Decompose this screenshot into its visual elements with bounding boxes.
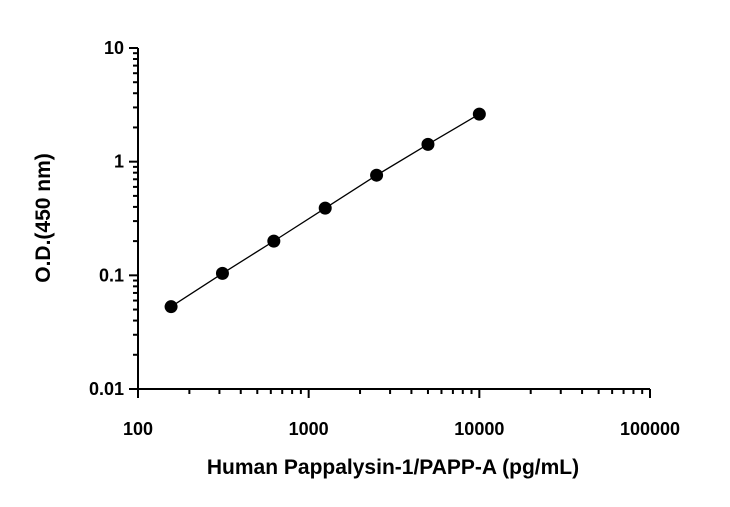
data-point <box>215 266 229 280</box>
data-point <box>164 300 178 314</box>
y-tick-label: 0.1 <box>99 265 124 285</box>
y-tick-label: 1 <box>114 152 124 172</box>
x-tick-label: 1000 <box>289 419 329 439</box>
x-tick-label: 100 <box>123 419 153 439</box>
data-point <box>421 137 435 151</box>
x-tick-label: 10000 <box>454 419 504 439</box>
x-axis-title: Human Pappalysin-1/PAPP-A (pg/mL) <box>207 456 579 479</box>
data-point <box>267 234 281 248</box>
y-axis: 0.01 0.1 1 10 <box>89 38 139 399</box>
data-points-group <box>164 107 486 314</box>
x-tick-label: 100000 <box>620 419 680 439</box>
y-tick-label: 10 <box>104 38 124 58</box>
y-tick-label: 0.01 <box>89 379 124 399</box>
data-point <box>370 168 384 182</box>
data-point <box>318 201 332 215</box>
x-axis: 100 1000 10000 100000 <box>123 388 680 439</box>
data-point <box>472 107 486 121</box>
y-axis-title: O.D.(450 nm) <box>32 153 55 283</box>
